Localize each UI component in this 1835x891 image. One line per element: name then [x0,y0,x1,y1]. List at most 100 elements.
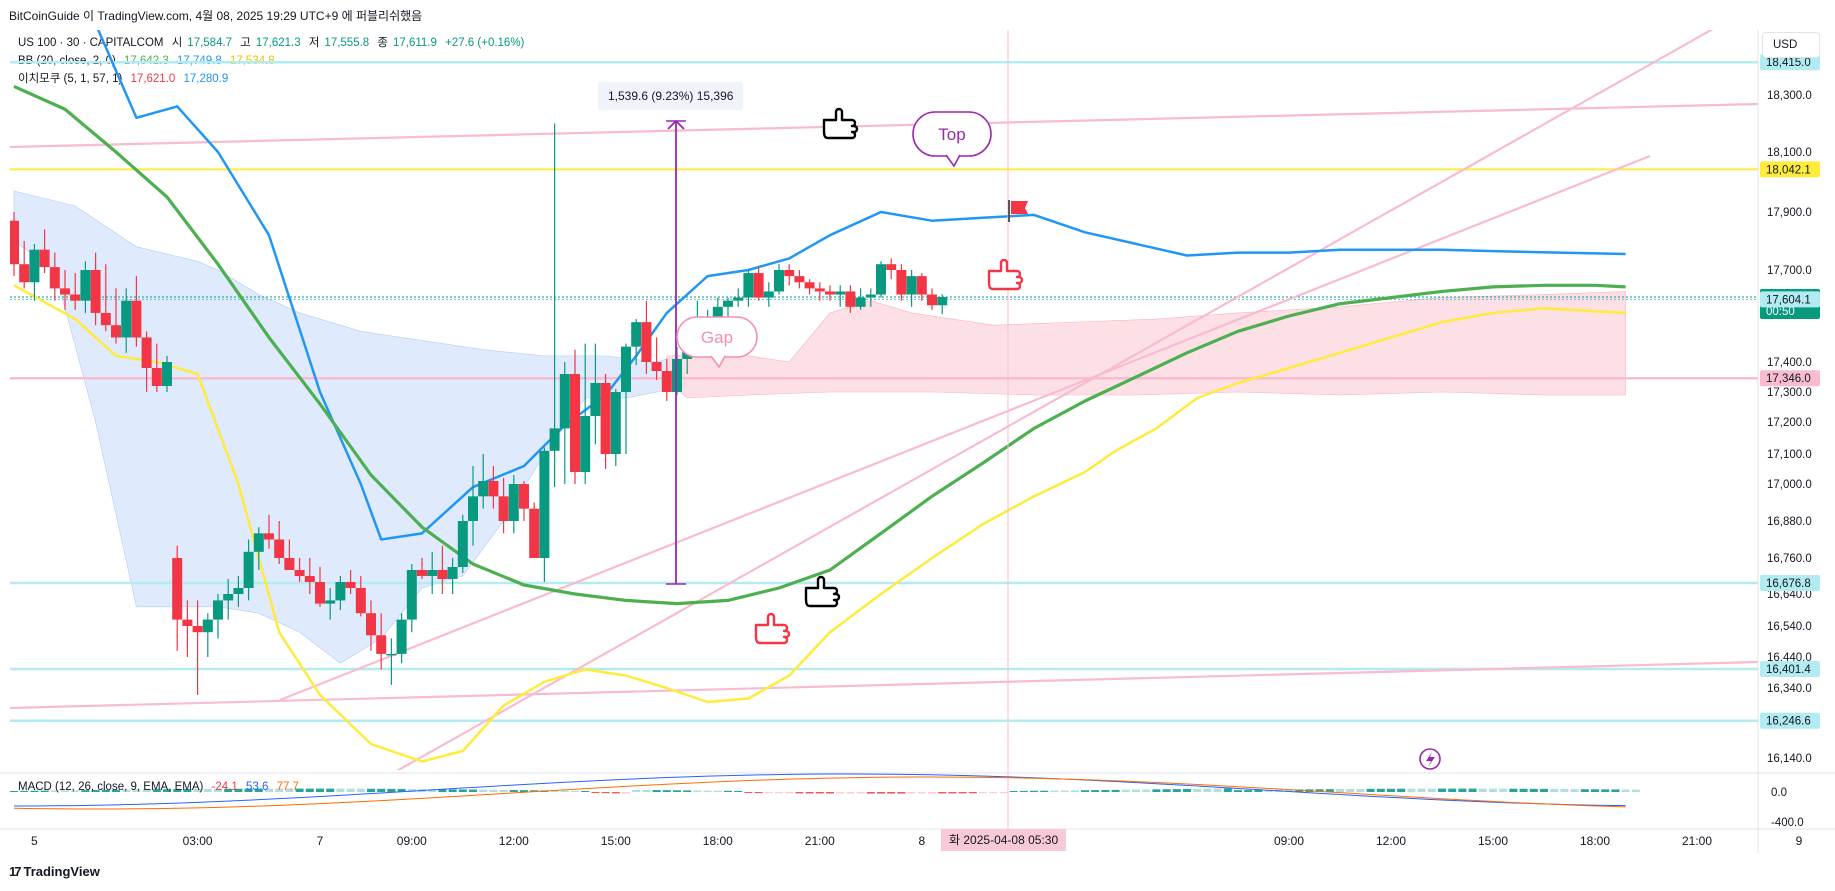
candle [468,466,478,546]
candle [223,579,234,620]
macd-histogram-bar [1448,788,1457,792]
symbol-name[interactable]: US 100 · 30 · CAPITALCOM [18,37,164,49]
macd-histogram-bar [1152,789,1161,792]
candle [100,264,111,332]
pointer-hand-icon [804,575,841,608]
candle [825,285,835,301]
macd-histogram-bar [866,792,875,794]
candle [794,270,805,289]
candle [406,564,417,633]
gap-callout-text: Gap [701,328,733,347]
candle [549,123,560,488]
candle-body [886,264,897,270]
macd-histogram-bar [1417,788,1426,792]
macd-histogram-bar [1427,788,1436,792]
candle [896,264,907,301]
candle-body [580,416,591,472]
candle [621,343,631,454]
candle [498,478,509,534]
macd-histogram-bar [1438,788,1446,792]
macd-histogram-bar [1244,789,1253,792]
macd-histogram-bar [622,792,630,794]
macd-histogram-bar [1070,790,1079,792]
price-axis-label-text: 16,401.4 [1766,664,1811,676]
ichimoku-legend-row[interactable]: 이치모쿠 (5, 1, 57, 1) 17,621.0 17,280.9 [18,70,529,88]
candle-body [366,613,376,636]
candle [631,319,642,365]
candle [70,273,81,310]
flag-icon [1011,201,1028,214]
candle-body [600,383,611,454]
candle-body [529,508,540,558]
macd-histogram-bar [938,792,947,794]
time-tick-label: 21:00 [805,834,835,848]
candle [366,600,376,651]
candle-body [468,496,478,521]
candle-body [19,264,30,283]
price-tick-label: 16,540.0 [1767,621,1812,633]
time-tick-label: 7 [317,834,324,848]
price-axis-label-text: 16,676.8 [1766,578,1811,590]
candle [865,288,876,307]
time-tick-label: 18:00 [703,834,733,848]
price-tick-label: 17,200.0 [1767,417,1812,429]
macd-histogram-bar [1091,790,1100,792]
candle [529,502,540,558]
macd-histogram-bar [265,788,273,792]
bb-upper-line [96,30,1626,541]
candle [172,545,183,651]
candle-body [559,374,570,429]
candle-body [10,220,19,265]
macd-histogram-bar [1223,788,1232,792]
candle-body [447,567,458,579]
price-tick-label: 18,300.0 [1767,90,1812,102]
candle-body [916,276,927,295]
macd-legend[interactable]: MACD (12, 26, close, 9, EMA, EMA) -24.1 … [18,781,304,793]
macd-histogram-bar [1325,789,1334,792]
candle-body [712,306,723,320]
macd-histogram-bar [550,790,559,792]
macd-histogram-bar [326,788,335,792]
candle [335,576,346,610]
macd-tick-label: -400.0 [1771,817,1804,829]
candle [457,514,468,573]
macd-histogram-bar [1631,789,1640,792]
candle-body [519,484,529,509]
macd-histogram-bar [438,789,447,792]
macd-histogram-bar [581,790,590,792]
macd-histogram-bar [734,790,743,792]
price-axis-label-bg [1760,291,1820,308]
macd-histogram-bar [611,792,620,794]
macd-histogram-bar [764,792,773,794]
macd-histogram-bar [1285,789,1293,792]
ichimoku-label: 이치모쿠 (5, 1, 57, 1) [18,73,123,85]
pointer-hand-icon-shape [987,258,1024,291]
candle-body [151,368,162,386]
macd-histogram-bar [1142,789,1151,792]
candle-body [233,588,244,594]
pointer-hand-icon [987,258,1024,291]
tradingview-logo[interactable]: 17 TradingView [9,864,100,879]
candle [131,276,142,347]
candle [886,258,897,280]
macd-histogram-bar [703,790,712,792]
macd-histogram-bar [1183,788,1191,792]
macd-pane [10,773,1640,810]
macd-histogram-bar [968,792,977,794]
candle-body [539,450,550,558]
candle-body [672,358,682,392]
candle [723,297,733,320]
candle-body [162,362,172,386]
macd-histogram-bar [469,789,477,792]
macd-histogram-bar [836,792,845,794]
macd-histogram-bar [907,792,916,794]
currency-button[interactable]: USD [1762,32,1820,58]
trend-line [10,102,1758,149]
candle-body [182,619,193,626]
candle-body [498,496,509,521]
macd-histogram-bar [1081,790,1089,792]
candle-body [927,294,937,306]
candle-body [80,270,91,301]
macd-histogram-bar [1550,788,1559,792]
